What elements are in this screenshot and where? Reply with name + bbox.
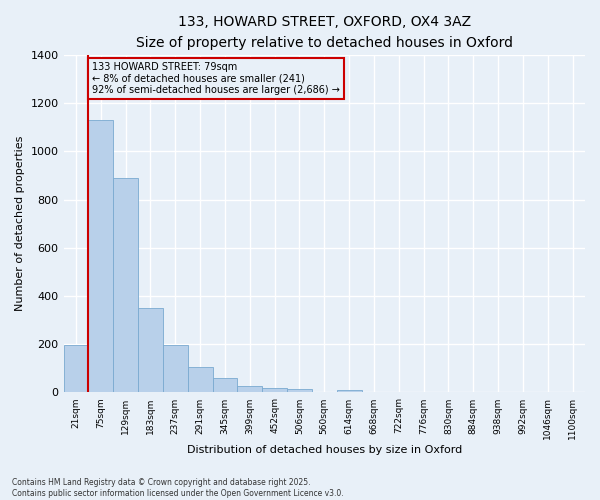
Bar: [64, 346, 88, 393]
Bar: [287, 390, 312, 392]
Bar: [212, 378, 238, 392]
Bar: [88, 120, 113, 392]
Bar: [337, 390, 362, 392]
Bar: [163, 346, 188, 393]
Title: 133, HOWARD STREET, OXFORD, OX4 3AZ
Size of property relative to detached houses: 133, HOWARD STREET, OXFORD, OX4 3AZ Size…: [136, 15, 513, 50]
Bar: [188, 367, 212, 392]
X-axis label: Distribution of detached houses by size in Oxford: Distribution of detached houses by size …: [187, 445, 462, 455]
Bar: [113, 178, 138, 392]
Bar: [138, 308, 163, 392]
Bar: [238, 386, 262, 392]
Y-axis label: Number of detached properties: Number of detached properties: [15, 136, 25, 312]
Bar: [262, 388, 287, 392]
Text: Contains HM Land Registry data © Crown copyright and database right 2025.
Contai: Contains HM Land Registry data © Crown c…: [12, 478, 344, 498]
Text: 133 HOWARD STREET: 79sqm
← 8% of detached houses are smaller (241)
92% of semi-d: 133 HOWARD STREET: 79sqm ← 8% of detache…: [92, 62, 340, 96]
